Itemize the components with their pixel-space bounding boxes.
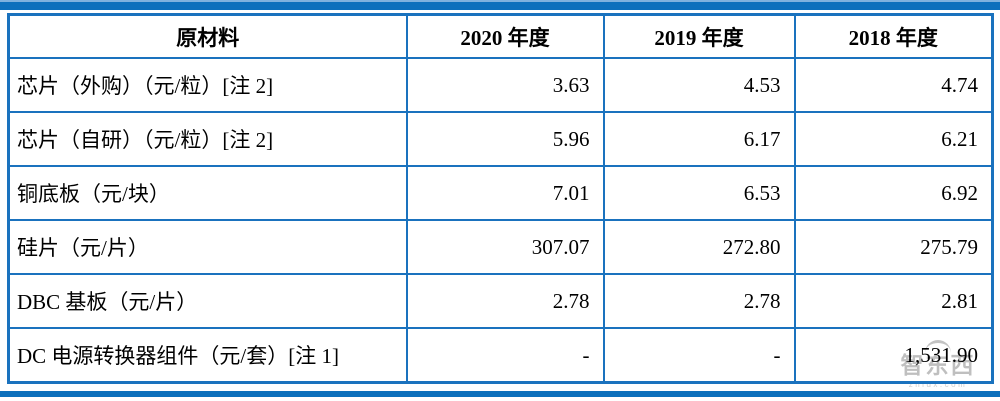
value-cell-2020: 307.07 [405,219,605,275]
value-cell-2018: 4.74 [793,57,994,113]
value-cell-2018: 6.92 [793,165,994,221]
table-row: 铜底板（元/块） 7.01 6.53 6.92 [7,165,994,221]
top-accent-line [0,0,1000,2]
value-cell-2018: 1,531.90 [793,327,994,384]
materials-price-table: 原材料 2020 年度 2019 年度 2018 年度 芯片（外购）（元/粒）[… [7,13,994,384]
material-name-cell: 硅片（元/片） [7,219,408,275]
value-cell-2018: 275.79 [793,219,994,275]
table-row: 硅片（元/片） 307.07 272.80 275.79 [7,219,994,275]
watermark-caption: zhidx.com [908,380,968,389]
value-cell-2020: 5.96 [405,111,605,167]
column-header-2020: 2020 年度 [405,13,605,59]
table-header-row: 原材料 2020 年度 2019 年度 2018 年度 [7,13,994,59]
table-row: 芯片（外购）（元/粒）[注 2] 3.63 4.53 4.74 [7,57,994,113]
column-header-material: 原材料 [7,13,408,59]
value-cell-2020: - [405,327,605,384]
table-row: DC 电源转换器组件（元/套）[注 1] - - 1,531.90 [7,327,994,384]
value-cell-2019: - [602,327,796,384]
table-row: DBC 基板（元/片） 2.78 2.78 2.81 [7,273,994,329]
value-cell-2020: 7.01 [405,165,605,221]
value-cell-2019: 6.17 [602,111,796,167]
value-cell-2020: 2.78 [405,273,605,329]
value-cell-2019: 2.78 [602,273,796,329]
material-name-cell: DBC 基板（元/片） [7,273,408,329]
material-name-cell: 芯片（自研）（元/粒）[注 2] [7,111,408,167]
material-name-cell: 铜底板（元/块） [7,165,408,221]
value-cell-2018: 6.21 [793,111,994,167]
value-cell-2019: 272.80 [602,219,796,275]
value-cell-2018: 2.81 [793,273,994,329]
material-name-cell: 芯片（外购）（元/粒）[注 2] [7,57,408,113]
value-cell-2019: 4.53 [602,57,796,113]
column-header-2019: 2019 年度 [602,13,796,59]
material-name-cell: DC 电源转换器组件（元/套）[注 1] [7,327,408,384]
value-cell-2019: 6.53 [602,165,796,221]
table-row: 芯片（自研）（元/粒）[注 2] 5.96 6.17 6.21 [7,111,994,167]
top-accent-bar [0,2,1000,10]
value-cell-2020: 3.63 [405,57,605,113]
column-header-2018: 2018 年度 [793,13,994,59]
bottom-accent-bar [0,391,1000,397]
